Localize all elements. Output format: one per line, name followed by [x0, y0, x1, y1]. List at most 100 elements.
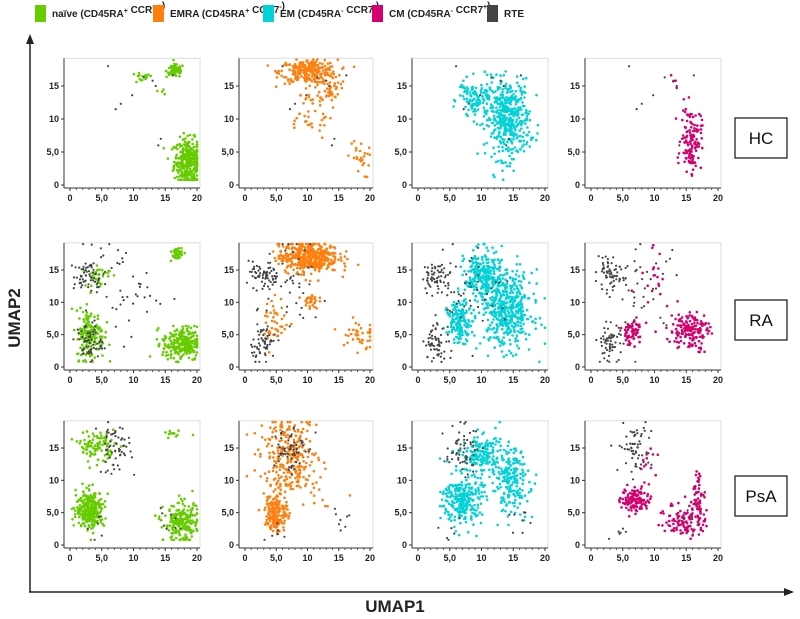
- data-point-rte: [639, 266, 642, 269]
- y-tick-label: 10: [397, 297, 407, 307]
- data-point-em: [474, 86, 478, 90]
- data-point-emra: [290, 322, 293, 326]
- data-point-cm: [685, 170, 688, 173]
- data-point-em: [513, 134, 516, 137]
- data-point-em: [510, 308, 513, 311]
- data-point-rte: [253, 276, 256, 279]
- data-point-em: [470, 99, 474, 103]
- data-point-em: [458, 319, 461, 323]
- data-point-em: [528, 333, 531, 337]
- data-point-rte: [83, 347, 86, 351]
- data-point-em: [490, 155, 493, 159]
- data-point-emra: [279, 325, 282, 328]
- data-point-em: [467, 326, 470, 329]
- y-tick-label: 0: [229, 180, 234, 190]
- data-point-naive: [85, 322, 89, 325]
- data-point-naive: [84, 448, 88, 451]
- data-point-em: [482, 115, 486, 118]
- data-point-em: [523, 104, 526, 108]
- data-point-rte: [271, 354, 275, 357]
- data-point-em: [513, 146, 517, 149]
- data-point-naive: [162, 147, 166, 150]
- data-point-em: [504, 133, 508, 136]
- data-point-rte: [302, 316, 305, 320]
- data-point-em: [482, 97, 485, 101]
- data-point-rte: [680, 137, 683, 140]
- data-point-rte: [643, 287, 646, 290]
- data-point-naive: [73, 515, 77, 519]
- data-point-emra: [330, 72, 333, 75]
- data-point-naive: [184, 345, 187, 349]
- data-point-naive: [79, 499, 83, 503]
- data-point-em: [481, 255, 484, 259]
- data-point-em: [502, 110, 506, 113]
- data-point-rte: [250, 351, 254, 354]
- data-point-naive: [171, 67, 174, 70]
- data-point-rte: [672, 79, 675, 82]
- data-point-rte: [454, 265, 457, 268]
- data-point-emra: [305, 299, 308, 302]
- data-point-rte: [72, 276, 76, 279]
- data-point-rte: [625, 283, 628, 286]
- data-point-rte: [263, 282, 266, 285]
- data-point-emra: [276, 313, 279, 316]
- data-point-em: [514, 337, 517, 340]
- data-point-cm: [689, 148, 693, 152]
- data-point-rte: [615, 324, 618, 327]
- data-point-em: [517, 116, 521, 120]
- data-point-naive: [185, 172, 189, 176]
- data-point-em: [503, 138, 506, 141]
- data-point-em: [516, 295, 520, 298]
- data-point-em: [468, 307, 472, 310]
- data-point-em: [470, 312, 473, 315]
- data-point-em: [482, 143, 486, 146]
- data-point-em: [456, 323, 459, 327]
- data-point-naive: [162, 347, 166, 351]
- data-point-rte: [618, 277, 621, 280]
- x-tick-label: 15: [334, 193, 344, 203]
- data-point-em: [512, 114, 516, 118]
- data-point-rte: [430, 330, 433, 333]
- data-point-rte: [469, 304, 472, 307]
- data-point-rte: [499, 79, 502, 82]
- legend-swatch: [372, 5, 383, 22]
- data-point-emra: [303, 259, 306, 263]
- data-point-rte: [253, 265, 256, 268]
- data-point-emra: [270, 299, 273, 303]
- data-point-naive: [172, 333, 176, 337]
- data-point-naive: [178, 256, 181, 259]
- data-point-emra: [312, 77, 316, 81]
- data-point-rte: [110, 266, 113, 270]
- data-point-rte: [605, 320, 608, 323]
- data-point-emra: [313, 260, 317, 264]
- data-point-cm: [646, 301, 650, 304]
- data-point-rte: [608, 350, 611, 353]
- data-point-naive: [192, 339, 195, 343]
- data-point-emra: [280, 259, 284, 263]
- data-point-rte: [70, 264, 73, 267]
- data-point-emra: [277, 262, 280, 266]
- data-point-rte: [328, 84, 331, 88]
- data-point-em: [509, 342, 512, 346]
- data-point-naive: [190, 160, 193, 163]
- data-point-em: [490, 298, 494, 302]
- data-point-rte: [89, 279, 92, 282]
- data-point-em: [465, 309, 468, 313]
- data-point-rte: [265, 274, 268, 277]
- data-point-emra: [305, 301, 309, 305]
- data-point-em: [485, 281, 489, 285]
- data-point-em: [452, 338, 456, 341]
- data-point-em: [461, 95, 465, 98]
- data-point-rte: [95, 291, 98, 294]
- data-point-em: [516, 339, 519, 343]
- data-point-em: [534, 317, 537, 321]
- data-point-naive: [93, 510, 97, 513]
- data-point-em: [519, 147, 522, 151]
- data-point-naive: [98, 268, 101, 271]
- data-point-rte: [119, 303, 122, 306]
- data-point-emra: [299, 266, 303, 270]
- x-tick-label: 20: [365, 375, 375, 385]
- data-point-rte: [257, 348, 260, 351]
- data-point-naive: [175, 175, 179, 179]
